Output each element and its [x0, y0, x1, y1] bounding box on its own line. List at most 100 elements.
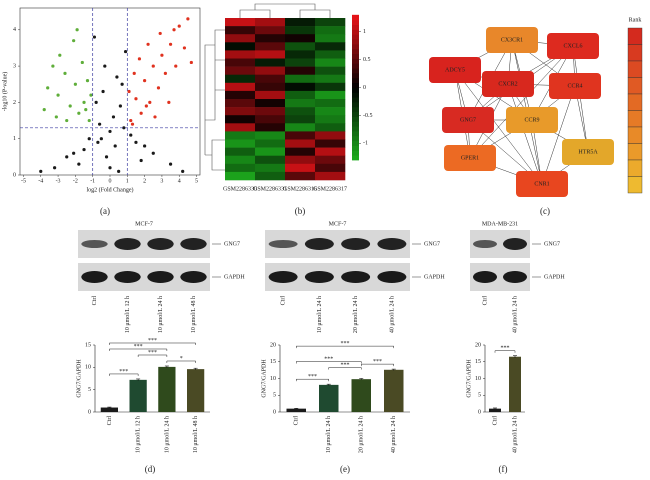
- bar: [158, 366, 176, 412]
- point: [186, 17, 190, 21]
- point: [129, 133, 133, 137]
- x-tick-label: -2: [73, 178, 78, 184]
- blot-band: [81, 271, 108, 283]
- point: [156, 86, 161, 90]
- colorbar-step: [352, 150, 359, 156]
- x-tick-label: 1: [126, 178, 129, 184]
- rank-swatch: [627, 126, 643, 144]
- blot-band: [268, 240, 298, 248]
- colorbar-step: [352, 14, 359, 21]
- heat-cell: [225, 34, 256, 43]
- heat-cell: [285, 139, 316, 148]
- point: [108, 166, 112, 170]
- significance-bracket: [296, 345, 394, 349]
- y-tick-label: 4: [13, 27, 16, 33]
- heat-cell: [315, 155, 346, 165]
- y-tick-label: 10: [270, 376, 276, 382]
- heat-cell: [285, 66, 316, 75]
- network-node: [506, 107, 558, 133]
- point: [56, 93, 60, 97]
- heat-cell: [225, 50, 256, 59]
- point: [72, 39, 76, 43]
- heat-cell: [285, 123, 316, 132]
- heat-cell: [225, 26, 256, 35]
- blot-band: [114, 271, 141, 283]
- heat-cell: [315, 74, 346, 84]
- point: [53, 166, 57, 170]
- point: [87, 137, 91, 141]
- heat-cell: [255, 131, 286, 140]
- colorbar-step: [352, 116, 359, 122]
- lane-label: 10 μmol/L 24 h: [317, 296, 323, 333]
- blot-band: [114, 238, 141, 250]
- point: [98, 122, 102, 126]
- blot-band: [180, 271, 207, 283]
- heat-cell: [285, 90, 316, 100]
- blot-band: [473, 240, 497, 248]
- colorbar-label: 0.5: [363, 57, 371, 63]
- rank-swatch: [627, 159, 643, 177]
- protein-label: GAPDH: [544, 274, 565, 280]
- legend-title: Rank: [629, 17, 642, 23]
- blot-band: [180, 238, 207, 250]
- heat-cell: [285, 74, 316, 84]
- y-axis-label: GNG7/GAPDH: [466, 359, 472, 398]
- bar: [129, 379, 147, 412]
- node-label: CCR9: [524, 117, 539, 123]
- point: [108, 129, 112, 134]
- x-tick-label: -4: [38, 178, 43, 184]
- point: [146, 42, 150, 46]
- point: [163, 71, 167, 75]
- point: [96, 140, 100, 144]
- point: [65, 155, 69, 159]
- blot-title: MCF-7: [329, 221, 347, 227]
- point: [177, 24, 181, 28]
- heat-cell: [315, 107, 346, 116]
- point: [85, 79, 90, 83]
- y-tick-label: 15: [475, 359, 481, 365]
- heat-cell: [315, 131, 346, 140]
- x-tick-label: Ctrl: [294, 416, 300, 426]
- significance-label: ***: [373, 359, 382, 365]
- point: [72, 151, 76, 155]
- heat-cell: [225, 131, 256, 140]
- panel-label: (f): [499, 464, 508, 474]
- heat-cell: [255, 34, 286, 43]
- heat-cell: [285, 18, 316, 27]
- x-tick-label: 3: [160, 178, 163, 184]
- x-tick-label: 10 μmol/L 48 h: [193, 416, 199, 453]
- heat-cell: [255, 74, 286, 84]
- node-label: CXCR2: [498, 81, 517, 87]
- colorbar-step: [352, 29, 359, 35]
- heat-cell: [285, 155, 316, 165]
- column-label: GSM2286330: [223, 186, 257, 192]
- heat-cell: [285, 58, 316, 67]
- heat-cell: [285, 42, 316, 51]
- protein-label: GNG7: [424, 241, 440, 247]
- point: [99, 137, 103, 141]
- heat-cell: [255, 147, 286, 156]
- heat-cell: [255, 58, 286, 67]
- point: [139, 158, 143, 163]
- protein-label: GNG7: [224, 241, 240, 247]
- rank-swatch: [627, 110, 643, 128]
- y-tick-label: 3: [13, 63, 16, 69]
- heat-cell: [225, 107, 256, 116]
- colorbar-step: [352, 106, 359, 113]
- heat-cell: [315, 82, 346, 92]
- colorbar-step: [352, 63, 359, 69]
- blot-band: [341, 238, 371, 250]
- heat-cell: [285, 26, 316, 35]
- heat-cell: [225, 66, 256, 75]
- point: [101, 89, 105, 94]
- point: [151, 64, 155, 68]
- network-node: [444, 145, 496, 171]
- blot-band: [147, 271, 174, 283]
- significance-label: ***: [148, 338, 157, 344]
- x-tick-label: Ctrl: [492, 416, 498, 426]
- bar: [319, 384, 339, 412]
- network-node: [516, 171, 568, 197]
- point: [189, 60, 193, 65]
- significance-label: *: [180, 356, 183, 362]
- significance-bracket: [361, 363, 394, 367]
